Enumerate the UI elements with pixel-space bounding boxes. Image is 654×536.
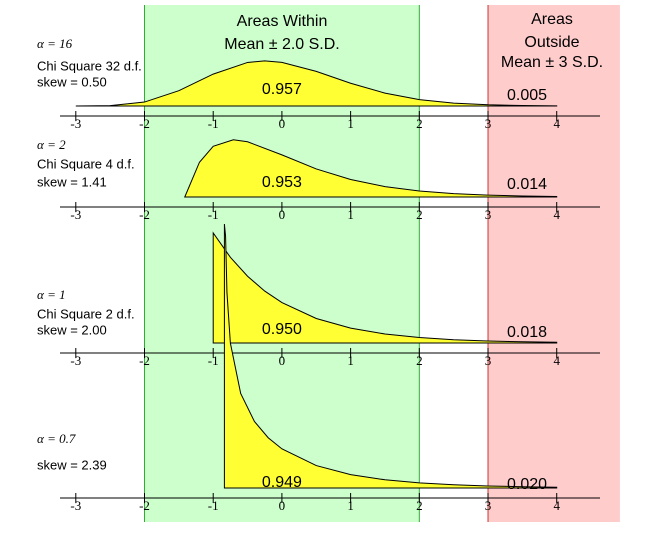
- x-tick-label: 0: [279, 353, 286, 368]
- x-tick-label: 1: [347, 116, 354, 131]
- x-tick-label: 0: [279, 498, 286, 513]
- x-tick-label: 3: [485, 498, 492, 513]
- alpha-label: α = 0.7: [37, 431, 76, 446]
- area-within: 0.957: [262, 81, 302, 98]
- x-tick-label: -3: [70, 207, 81, 222]
- band: [488, 5, 620, 522]
- x-tick-label: 4: [553, 116, 560, 131]
- x-tick-label: -1: [208, 353, 219, 368]
- skew-label: skew = 1.41: [37, 174, 107, 189]
- x-tick-label: -1: [208, 207, 219, 222]
- header-outside: Mean ± 3 S.D.: [501, 54, 603, 71]
- skew-label: skew = 0.50: [37, 74, 107, 89]
- x-tick-label: 4: [553, 498, 560, 513]
- x-tick-label: 2: [416, 353, 423, 368]
- distribution-label: Chi Square 32 d.f.: [37, 58, 142, 73]
- skew-label: skew = 2.39: [37, 457, 107, 472]
- x-tick-label: 0: [279, 116, 286, 131]
- x-tick-label: 3: [485, 207, 492, 222]
- x-tick-label: 2: [416, 207, 423, 222]
- x-tick-label: -3: [70, 353, 81, 368]
- x-tick-label: 0: [279, 207, 286, 222]
- distribution-label: Chi Square 4 d.f.: [37, 156, 135, 171]
- area-within: 0.949: [262, 474, 302, 491]
- header-within: Mean ± 2.0 S.D.: [224, 36, 340, 53]
- x-tick-label: 4: [553, 207, 560, 222]
- area-outside: 0.020: [507, 476, 547, 493]
- x-tick-label: -1: [208, 498, 219, 513]
- density-area: [223, 223, 558, 489]
- alpha-label: α = 1: [37, 287, 66, 302]
- x-tick-label: -3: [70, 498, 81, 513]
- skew-label: skew = 2.00: [37, 322, 107, 337]
- area-outside: 0.014: [507, 176, 547, 193]
- x-tick-label: -1: [208, 116, 219, 131]
- x-tick-label: 2: [416, 116, 423, 131]
- x-tick-label: 1: [347, 207, 354, 222]
- x-tick-label: 4: [553, 353, 560, 368]
- x-tick-label: -3: [70, 116, 81, 131]
- density-area: [184, 139, 558, 198]
- x-tick-label: 2: [416, 498, 423, 513]
- header-within: Areas Within: [237, 13, 328, 30]
- x-tick-label: 3: [485, 116, 492, 131]
- x-tick-label: 1: [347, 498, 354, 513]
- header-outside: Outside: [524, 34, 579, 51]
- area-within: 0.950: [262, 321, 302, 338]
- density-area: [75, 60, 558, 107]
- x-tick-label: -2: [139, 207, 150, 222]
- alpha-label: α = 2: [37, 137, 66, 152]
- x-tick-label: -2: [139, 353, 150, 368]
- density-area: [212, 231, 558, 344]
- distribution-label: Chi Square 2 d.f.: [37, 306, 135, 321]
- x-tick-label: 3: [485, 353, 492, 368]
- area-outside: 0.018: [507, 324, 547, 341]
- area-outside: 0.005: [507, 87, 547, 104]
- x-tick-label: 1: [347, 353, 354, 368]
- area-within: 0.953: [262, 174, 302, 191]
- alpha-label: α = 16: [37, 36, 73, 51]
- x-tick-label: -2: [139, 498, 150, 513]
- header-outside: Areas: [531, 11, 573, 28]
- x-tick-label: -2: [139, 116, 150, 131]
